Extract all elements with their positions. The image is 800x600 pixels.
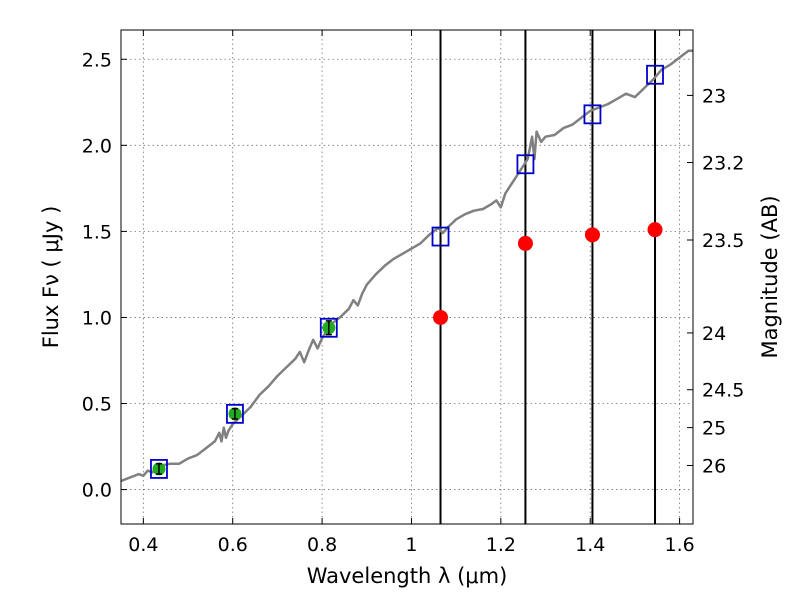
- upper-limit-point: [517, 235, 533, 251]
- mag-tick-label: 26: [702, 455, 726, 477]
- y-tick-label: 0.5: [82, 394, 112, 416]
- x-axis-title: Wavelength λ (μm): [307, 564, 508, 588]
- model-flux-square: [431, 226, 450, 247]
- mag-tick-label: 23.5: [702, 230, 744, 252]
- y-tick-label: 0.0: [82, 480, 112, 502]
- markers: [150, 64, 664, 479]
- band-lines: [439, 30, 657, 524]
- y-axis-title: Flux Fν ( μJy ): [39, 206, 63, 349]
- x-tick-label: 0.4: [128, 534, 158, 556]
- model-flux-square: [319, 317, 338, 338]
- sed-curve: [120, 49, 693, 483]
- upper-limit-point: [647, 222, 663, 238]
- x-tick-label: 1.2: [486, 534, 516, 556]
- x-tick-label: 1.4: [575, 534, 605, 556]
- y-axis-right-title: Magnitude (AB): [758, 195, 782, 358]
- y-tick-label: 1.0: [82, 307, 112, 329]
- y-tick-label: 1.5: [82, 221, 112, 243]
- model-flux-square: [583, 104, 602, 125]
- ticks: 0.4 0.6 0.8 1 1.2 1.4 1.6 0.0 0.5 1.0 1.5 2.0 2.5 23 2…: [82, 30, 744, 556]
- y-tick-label: 2.5: [82, 49, 112, 71]
- x-tick-label: 0.6: [218, 534, 248, 556]
- y-tick-label: 2.0: [82, 135, 112, 157]
- x-tick-label: 0.8: [307, 534, 337, 556]
- model-flux-square: [646, 64, 664, 85]
- model-flux-square: [150, 459, 168, 479]
- model-flux-square: [226, 403, 244, 424]
- mag-tick-label: 24.5: [702, 380, 744, 402]
- x-tick-label: 1: [405, 534, 417, 556]
- x-tick-label: 1.6: [664, 534, 694, 556]
- mag-tick-label: 23: [702, 85, 726, 107]
- mag-tick-label: 24: [702, 323, 726, 345]
- plot-frame: [120, 29, 694, 525]
- sed-curve-layer: [120, 49, 693, 483]
- model-flux-square: [516, 154, 535, 175]
- mag-tick-label: 25: [702, 418, 726, 440]
- upper-limit-point: [433, 309, 449, 325]
- upper-limit-point: [584, 227, 600, 243]
- mag-tick-label: 23.2: [702, 153, 744, 175]
